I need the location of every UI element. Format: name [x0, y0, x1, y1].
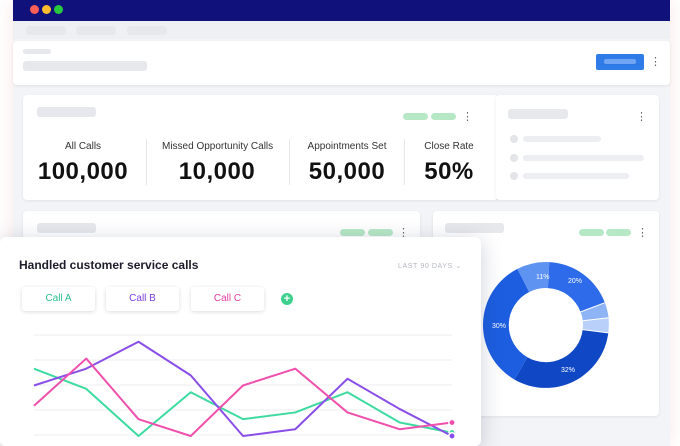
list-item-placeholder	[523, 136, 601, 142]
tab-placeholder[interactable]	[26, 26, 66, 35]
card-title-placeholder	[37, 107, 96, 117]
list-bullet	[510, 135, 518, 143]
stat-value: 50%	[424, 158, 474, 185]
calls-panel-title: Handled customer service calls	[19, 258, 199, 272]
filter-pill[interactable]	[579, 229, 604, 236]
filter-pill[interactable]	[368, 229, 393, 236]
divider	[404, 139, 405, 185]
call-c-label: Call C	[213, 293, 242, 304]
filter-pill[interactable]	[606, 229, 631, 236]
side-list-card: ⋮	[496, 95, 659, 200]
donut-slice-sliver-b	[582, 317, 609, 333]
tab-strip	[13, 21, 670, 39]
list-bullet	[510, 154, 518, 162]
donut-slice-sliver-a	[580, 302, 609, 321]
donut-slice-large	[514, 329, 609, 388]
series-line-call-c	[33, 357, 453, 437]
call-a-label: Call A	[45, 293, 72, 304]
tab-placeholder[interactable]	[76, 26, 116, 35]
donut-label: 20%	[568, 278, 582, 285]
date-range-label: LAST 90 DAYS	[398, 263, 453, 270]
plus-icon: +	[283, 293, 291, 305]
chevron-down-icon: ⌄	[455, 263, 462, 270]
primary-action-button[interactable]	[596, 54, 644, 70]
stat-label: Close Rate	[424, 141, 474, 152]
divider	[146, 139, 147, 185]
call-a-button[interactable]: Call A	[22, 287, 95, 311]
list-item-placeholder	[523, 173, 629, 179]
divider	[289, 139, 290, 185]
add-series-button[interactable]: +	[281, 293, 293, 305]
series-line-call-b	[33, 340, 453, 437]
title-bar	[13, 0, 670, 21]
donut-slice-20	[547, 262, 605, 312]
stat-close-rate: Close Rate 50%	[412, 141, 486, 186]
close-window-button[interactable]	[30, 5, 39, 14]
stat-label: Appointments Set	[307, 141, 387, 152]
minimize-window-button[interactable]	[42, 5, 51, 14]
stat-value: 10,000	[178, 158, 256, 185]
breadcrumb-placeholder	[23, 49, 51, 54]
list-item-placeholder	[523, 155, 644, 161]
call-b-button[interactable]: Call B	[106, 287, 179, 311]
donut-label: 30%	[492, 323, 506, 330]
call-b-label: Call B	[129, 293, 156, 304]
stat-missed-calls: Missed Opportunity Calls 10,000	[162, 141, 274, 186]
stats-card: ⋮ All Calls 100,000 Missed Opportunity C…	[23, 95, 498, 200]
stat-value: 50,000	[308, 158, 386, 185]
stat-label: All Calls	[64, 141, 102, 152]
page-title-placeholder	[23, 61, 147, 71]
stat-appointments: Appointments Set 50,000	[299, 141, 395, 186]
stat-value: 100,000	[37, 158, 129, 185]
call-c-button[interactable]: Call C	[191, 287, 264, 311]
donut-label: 11%	[536, 274, 550, 281]
filter-pill[interactable]	[431, 113, 456, 120]
filter-pill[interactable]	[403, 113, 428, 120]
page-header: ⋮	[13, 41, 670, 85]
series-line-call-a	[33, 367, 453, 437]
list-bullet	[510, 172, 518, 180]
donut-label: 32%	[561, 367, 575, 374]
series-end-point[interactable]	[448, 418, 456, 427]
series-end-point[interactable]	[448, 432, 456, 440]
card-title-placeholder	[508, 109, 568, 119]
stat-all-calls: All Calls 100,000	[35, 141, 131, 186]
filter-pill[interactable]	[340, 229, 365, 236]
donut-slice-mid	[482, 268, 530, 380]
donut-slice-small	[517, 262, 550, 292]
maximize-window-button[interactable]	[54, 5, 63, 14]
date-range-dropdown[interactable]: LAST 90 DAYS ⌄	[398, 262, 462, 270]
calls-panel: Handled customer service calls LAST 90 D…	[0, 237, 481, 446]
card-title-placeholder	[445, 223, 504, 233]
tab-placeholder[interactable]	[127, 26, 167, 35]
stat-label: Missed Opportunity Calls	[162, 141, 274, 152]
card-title-placeholder	[37, 223, 96, 233]
